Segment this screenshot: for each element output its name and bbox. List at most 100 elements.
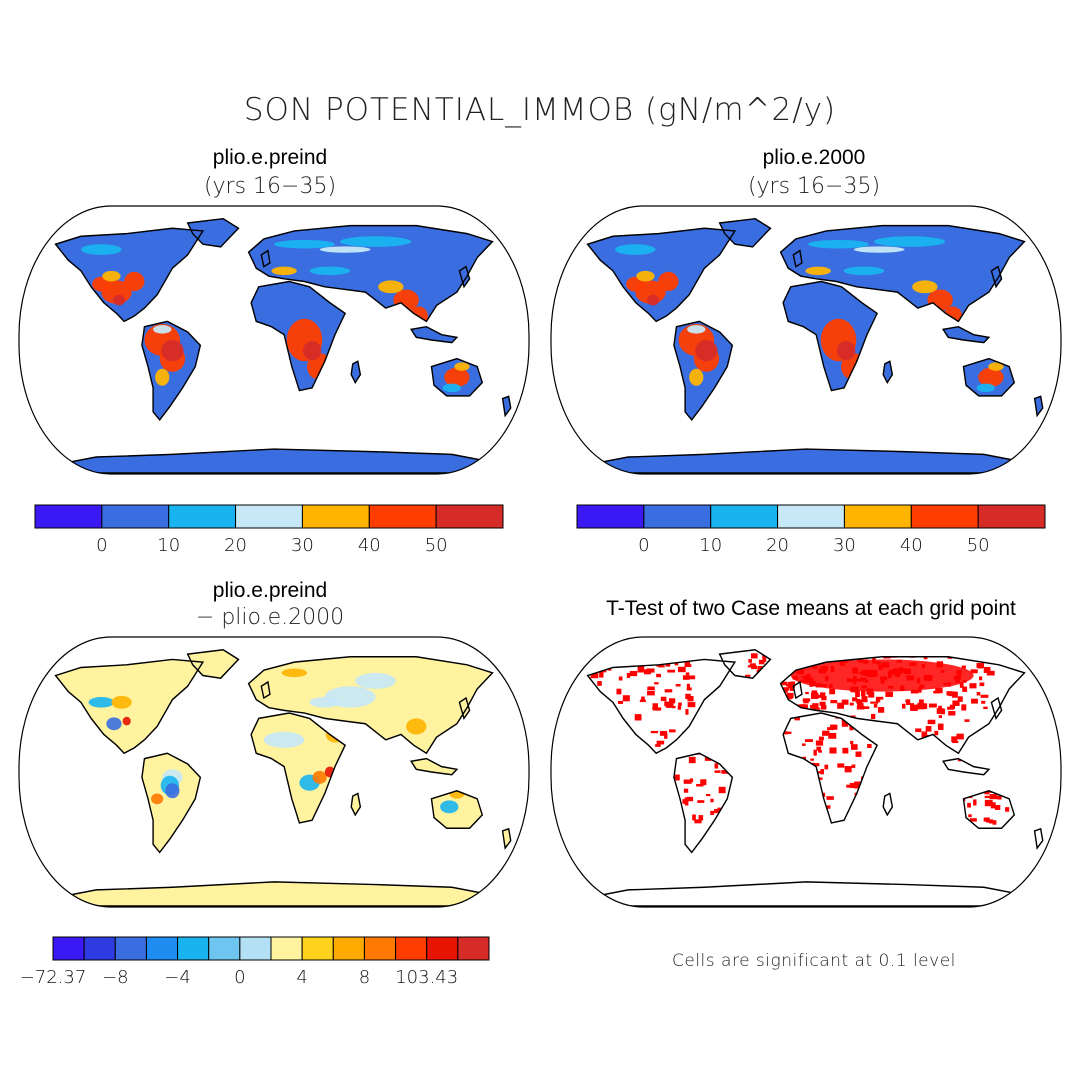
- land-namerica: [587, 659, 735, 754]
- colorbar-swatch: [395, 936, 428, 961]
- significance-note: Cells are significant at 0.1 level: [672, 951, 956, 971]
- panel-1-subtitle: (yrs 16−35): [203, 174, 337, 199]
- coastline-eurasia: [779, 224, 1026, 323]
- colorbar-difference: −72.37 −8 −4 0 4 8 103.43: [20, 936, 490, 988]
- land-greenland: [719, 218, 771, 247]
- colorbar-swatch: [301, 504, 370, 529]
- coastline-antarctica: [24, 448, 524, 474]
- panel-4-title: T-Test of two Case means at each grid po…: [606, 597, 1016, 620]
- coastline-greenland: [186, 217, 240, 248]
- coastline-japan: [990, 265, 1003, 289]
- colorbar-swatch: [977, 504, 1046, 529]
- colorbar-2000: 0 10 20 30 40 50: [576, 504, 1046, 556]
- coastline-nz: [1033, 395, 1044, 418]
- coastline-africa: [250, 280, 347, 392]
- colorbar-tick-label: 30: [833, 535, 856, 556]
- map-panel-preind: [18, 205, 530, 475]
- coastline-eurasia: [247, 224, 494, 323]
- coastline-nz: [501, 827, 512, 850]
- coastline-greenland: [186, 649, 240, 679]
- coastline-australia: [962, 789, 1016, 830]
- coastline-eurasia: [247, 656, 494, 755]
- colorbar-tick-label: −4: [164, 967, 191, 988]
- panel-1-title: plio.e.preind: [212, 146, 328, 169]
- land-antarctica: [25, 881, 523, 906]
- colorbar-tick-label: 40: [358, 535, 381, 556]
- land-indonesia: [411, 758, 457, 775]
- coastline-madagascar: [350, 792, 362, 817]
- coastline-britain: [792, 249, 803, 268]
- coastline-nz: [1033, 827, 1044, 850]
- colorbar-swatch: [576, 504, 645, 529]
- coastline-africa: [250, 712, 347, 824]
- colorbar-swatch: [457, 936, 490, 961]
- map-panel-2000: [550, 205, 1062, 475]
- coastline-samerica: [673, 320, 734, 421]
- land-eurasia: [248, 225, 493, 322]
- colorbar-tick-label: 20: [766, 535, 789, 556]
- colorbar-tick-label: 50: [425, 535, 448, 556]
- coastline-britain: [792, 680, 803, 700]
- colorbar-swatch: [710, 504, 779, 529]
- colorbar-swatch: [177, 936, 210, 961]
- colorbar-tick-label: 103.43: [395, 967, 458, 988]
- coastline-japan: [990, 696, 1003, 721]
- colorbar-swatch: [368, 504, 437, 529]
- colorbar-swatch: [777, 504, 845, 529]
- coastline-madagascar: [882, 360, 894, 384]
- coastline-japan: [458, 696, 471, 721]
- map-frame: [18, 636, 530, 908]
- map-frame: [550, 636, 1062, 908]
- map-panel-difference: [18, 636, 530, 908]
- colorbar-swatch: [843, 504, 912, 529]
- colorbar-tick-label: 20: [224, 535, 247, 556]
- land-antarctica: [557, 449, 1055, 473]
- coastline-australia: [962, 357, 1016, 397]
- colorbar-preind: 0 10 20 30 40 50: [34, 504, 504, 556]
- coastline-africa: [782, 712, 879, 824]
- land-greenland: [187, 649, 239, 679]
- colorbar-swatch: [426, 936, 459, 961]
- coastline-nz: [501, 395, 512, 418]
- map-frame: [18, 205, 530, 475]
- colorbar-tick-label: −72.37: [20, 967, 87, 988]
- colorbar-tick-label: 10: [699, 535, 722, 556]
- coastline-australia: [430, 357, 484, 397]
- colorbar-swatch: [168, 504, 237, 529]
- coastline-australia: [430, 789, 484, 830]
- land-greenland: [187, 218, 239, 247]
- colorbar-swatch: [301, 936, 334, 961]
- panel-2-title: plio.e.2000: [762, 146, 866, 169]
- coastline-samerica: [673, 752, 734, 854]
- coastline-indonesia: [941, 325, 991, 344]
- colorbar-swatch: [363, 936, 397, 961]
- colorbar-tick-label: 30: [291, 535, 314, 556]
- colorbar-swatch: [435, 504, 504, 529]
- coastline-africa: [782, 280, 879, 392]
- colorbar-swatch: [101, 504, 170, 529]
- map-frame: [550, 205, 1062, 475]
- colorbar-tick-label: 4: [296, 967, 307, 988]
- panel-2-subtitle: (yrs 16−35): [747, 174, 881, 199]
- land-indonesia: [411, 326, 457, 343]
- coastline-indonesia: [941, 757, 991, 776]
- colorbar-swatch: [235, 504, 303, 529]
- colorbar-swatch: [52, 936, 85, 961]
- colorbar-swatch: [332, 936, 365, 961]
- land-indonesia: [943, 326, 989, 343]
- coastline-antarctica: [556, 881, 1056, 907]
- colorbar-swatch: [643, 504, 712, 529]
- colorbar-swatch: [270, 936, 303, 961]
- coastline-britain: [260, 680, 271, 700]
- coastline-britain: [260, 249, 271, 268]
- coastline-japan: [458, 265, 471, 289]
- panel-3-title: plio.e.preind: [212, 579, 328, 602]
- coastline-antarctica: [24, 881, 524, 907]
- colorbar-tick-label: 8: [359, 967, 370, 988]
- coastline-namerica: [54, 227, 205, 323]
- colorbar-swatch: [34, 504, 103, 529]
- land-eurasia: [780, 225, 1025, 322]
- coastline-indonesia: [409, 757, 459, 776]
- coastline-greenland: [718, 217, 772, 248]
- coastline-namerica: [586, 227, 737, 323]
